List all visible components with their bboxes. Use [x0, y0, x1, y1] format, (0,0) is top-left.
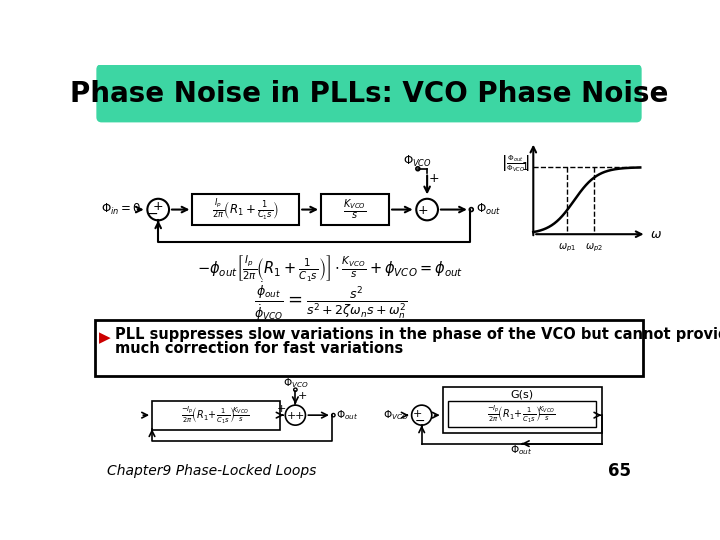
Text: +: + [153, 200, 163, 213]
Text: −: − [146, 206, 158, 220]
Text: +: + [297, 391, 307, 401]
Text: $-\phi_{out}\left[\frac{I_p}{2\pi}\left(R_1+\frac{1}{C_1 s}\right)\right]\cdot\f: $-\phi_{out}\left[\frac{I_p}{2\pi}\left(… [197, 254, 464, 284]
Text: $\Phi_{VCO}$: $\Phi_{VCO}$ [282, 376, 308, 390]
Text: $\frac{\dot{\phi}_{out}}{\dot{\phi}_{VCO}}=\frac{s^2}{s^2+2\zeta\omega_n s+\omeg: $\frac{\dot{\phi}_{out}}{\dot{\phi}_{VCO… [253, 280, 407, 324]
Text: $\omega_{p2}$: $\omega_{p2}$ [585, 241, 603, 253]
Text: −: − [415, 415, 426, 428]
Bar [192, 194, 300, 225]
Text: $\frac{-I_p}{2\pi}\!\left(R_1\!+\!\frac{1}{C_1 s}\right)\!\frac{K_{VCO}}{s}$: $\frac{-I_p}{2\pi}\!\left(R_1\!+\!\frac{… [487, 403, 556, 425]
Text: +: + [287, 411, 296, 421]
Text: +: + [413, 409, 422, 419]
Text: +: + [276, 404, 286, 414]
Text: $\omega_{p1}$: $\omega_{p1}$ [558, 241, 577, 253]
Text: PLL suppresses slow variations in the phase of the VCO but cannot provide: PLL suppresses slow variations in the ph… [114, 327, 720, 342]
Text: $\frac{K_{VCO}}{s}$: $\frac{K_{VCO}}{s}$ [343, 197, 366, 222]
Text: +: + [294, 411, 304, 421]
Text: $\frac{I_p}{2\pi}\left(R_1+\frac{1}{C_1 s}\right)$: $\frac{I_p}{2\pi}\left(R_1+\frac{1}{C_1 … [212, 197, 279, 222]
Text: $\Phi_{out}$: $\Phi_{out}$ [476, 202, 501, 217]
Text: $\Phi_{VCO}$: $\Phi_{VCO}$ [383, 408, 409, 422]
Bar [321, 194, 389, 225]
Text: Phase Noise in PLLs: VCO Phase Noise: Phase Noise in PLLs: VCO Phase Noise [70, 80, 668, 108]
Text: $\Phi_{in}=0$: $\Phi_{in}=0$ [101, 202, 141, 217]
Bar [443, 387, 601, 433]
Text: $\left|\frac{\Phi_{out}}{\Phi_{VCO}}\right|$: $\left|\frac{\Phi_{out}}{\Phi_{VCO}}\rig… [501, 153, 530, 174]
Text: +: + [428, 172, 439, 185]
Text: 1: 1 [522, 162, 528, 172]
Bar [152, 401, 280, 430]
Text: $\Phi_{out}$: $\Phi_{out}$ [336, 408, 359, 422]
Text: Chapter9 Phase-Locked Loops: Chapter9 Phase-Locked Loops [107, 464, 316, 478]
Text: $\Phi_{out}$: $\Phi_{out}$ [510, 443, 533, 457]
Text: +: + [418, 204, 428, 217]
Text: 65: 65 [608, 462, 631, 481]
Text: $\omega$: $\omega$ [649, 228, 662, 241]
Bar [448, 401, 596, 428]
FancyBboxPatch shape [98, 65, 640, 121]
Text: much correction for fast variations: much correction for fast variations [114, 341, 403, 356]
Text: $\frac{-I_p}{2\pi}\!\left(R_1\!+\!\frac{1}{C_1 s}\right)\!\frac{K_{VCO}}{s}$: $\frac{-I_p}{2\pi}\!\left(R_1\!+\!\frac{… [181, 404, 250, 426]
Text: G(s): G(s) [510, 389, 534, 400]
Bar [94, 320, 644, 376]
Text: $\blacktriangleright$: $\blacktriangleright$ [96, 330, 112, 346]
Text: $\Phi_{VCO}$: $\Phi_{VCO}$ [403, 153, 432, 168]
